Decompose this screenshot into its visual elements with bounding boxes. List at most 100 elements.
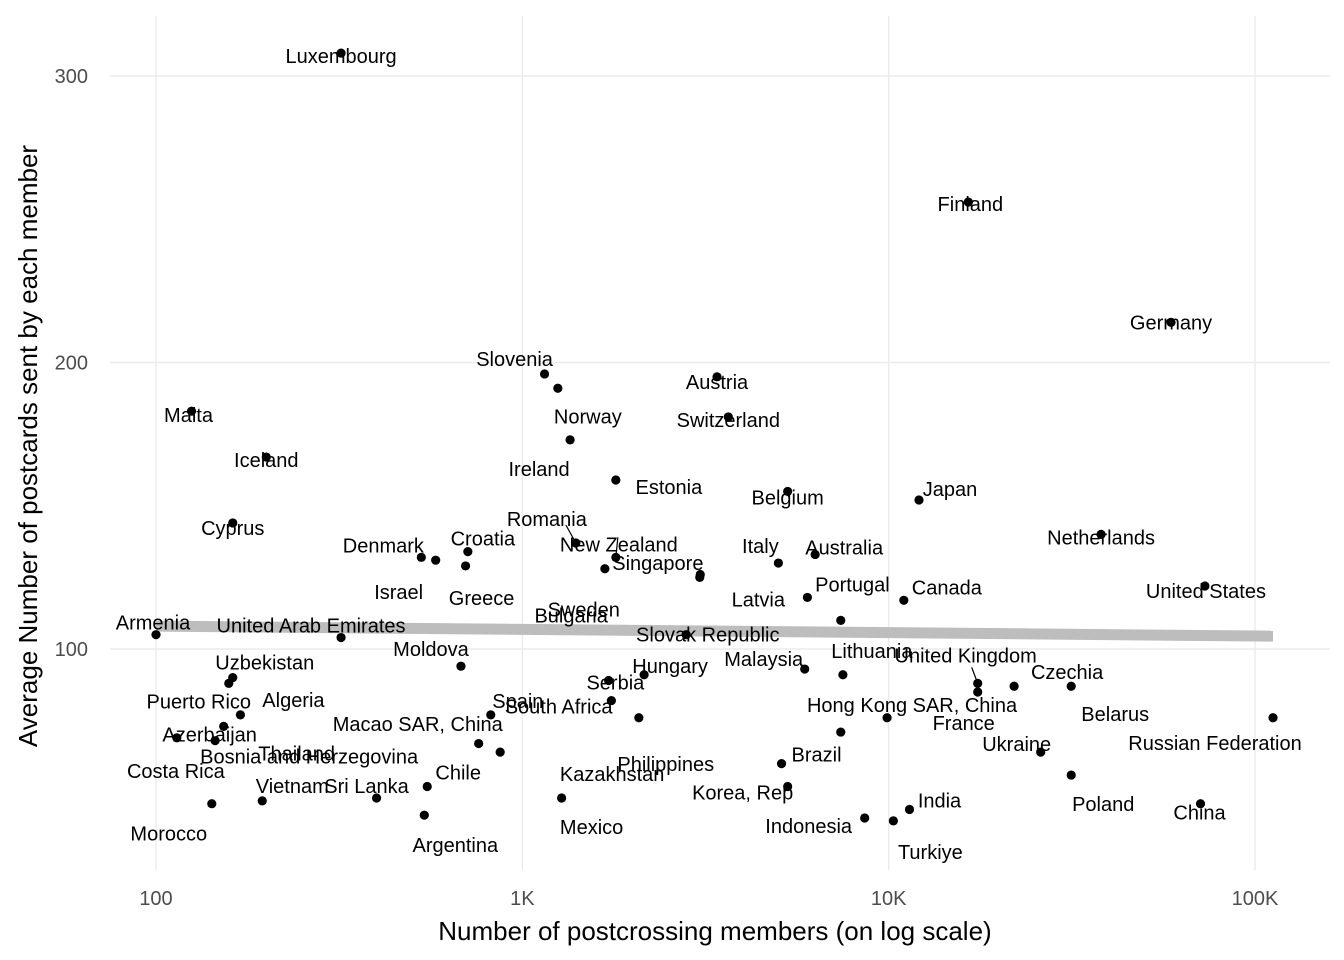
point-belgium xyxy=(783,486,793,497)
point-canada xyxy=(899,595,909,605)
label-morocco: Morocco xyxy=(130,824,207,846)
point-israel xyxy=(431,555,441,565)
point-ireland xyxy=(565,435,575,445)
point-chile xyxy=(422,781,432,792)
point-switzerland xyxy=(723,412,733,422)
point-philippines xyxy=(836,727,846,737)
label-austria: Austria xyxy=(686,372,749,394)
label-ukraine: Ukraine xyxy=(982,734,1051,756)
point-brazil xyxy=(776,759,787,769)
label-korea-rep: Korea, Rep xyxy=(692,783,793,805)
label-poland: Poland xyxy=(1072,794,1134,816)
label-philippines: Philippines xyxy=(617,754,714,776)
y-tick-label: 200 xyxy=(55,353,88,375)
label-united-kingdom: United Kingdom xyxy=(895,645,1037,667)
grid xyxy=(110,16,1330,870)
point-moldova xyxy=(456,661,466,671)
x-tick-label: 10K xyxy=(871,888,907,910)
point-argentina xyxy=(419,810,429,820)
point-japan xyxy=(914,495,924,505)
point-hungary xyxy=(639,670,649,680)
x-tick-label: 1K xyxy=(510,888,535,910)
point-belarus xyxy=(1066,681,1076,691)
label-norway: Norway xyxy=(554,406,622,428)
x-axis-title: Number of postcrossing members (on log s… xyxy=(438,916,991,946)
y-axis-title: Average Number of postcards sent by each… xyxy=(13,145,43,747)
point-algeria xyxy=(235,710,246,720)
label-new-zealand: New Zealand xyxy=(560,534,678,556)
label-belgium: Belgium xyxy=(752,487,824,509)
point-serbia xyxy=(606,695,616,706)
point-portugal xyxy=(802,592,812,603)
label-canada: Canada xyxy=(912,577,983,599)
label-argentina: Argentina xyxy=(412,835,498,857)
point-bosnia-and-herzegovina xyxy=(210,736,220,746)
label-luxembourg: Luxembourg xyxy=(285,46,396,68)
point-czechia xyxy=(1009,681,1019,691)
point-slovak-republic xyxy=(836,615,846,625)
label-denmark: Denmark xyxy=(343,535,425,557)
point-cyprus xyxy=(228,518,238,528)
point-malaysia xyxy=(800,664,810,674)
leader-line-new-zealand xyxy=(615,537,619,558)
point-greece xyxy=(460,561,471,571)
point-singapore xyxy=(600,564,610,574)
label-chile: Chile xyxy=(435,763,481,785)
label-kazakhstan: Kazakhstan xyxy=(560,764,665,786)
point-china xyxy=(1195,799,1206,809)
trend-line-path xyxy=(155,620,1274,642)
label-brazil: Brazil xyxy=(792,745,842,767)
data-points xyxy=(151,48,1278,826)
label-puerto-rico: Puerto Rico xyxy=(147,691,252,713)
label-turkiye: Turkiye xyxy=(898,842,963,864)
point-costa-rica xyxy=(172,733,182,743)
point-spain xyxy=(634,713,644,723)
label-estonia: Estonia xyxy=(635,477,703,499)
point-austria xyxy=(712,372,722,382)
label-vietnam: Vietnam xyxy=(256,776,329,798)
point-sweden xyxy=(695,572,705,582)
label-slovenia: Slovenia xyxy=(476,349,554,371)
point-estonia xyxy=(611,475,621,485)
label-singapore: Singapore xyxy=(612,553,703,575)
label-bosnia-and-herzegovina: Bosnia and Herzegovina xyxy=(200,747,419,769)
label-croatia: Croatia xyxy=(451,529,516,551)
x-tick-label: 100K xyxy=(1232,888,1279,910)
label-netherlands: Netherlands xyxy=(1047,527,1155,549)
label-ireland: Ireland xyxy=(509,459,570,481)
label-thailand: Thailand xyxy=(258,744,335,766)
label-australia: Australia xyxy=(805,537,884,559)
label-sweden: Sweden xyxy=(548,599,620,621)
label-germany: Germany xyxy=(1130,312,1212,334)
point-germany xyxy=(1166,317,1176,327)
point-norway xyxy=(553,383,563,393)
label-portugal: Portugal xyxy=(815,574,890,596)
point-sri-lanka xyxy=(371,793,382,803)
label-belarus: Belarus xyxy=(1081,704,1149,726)
label-uzbekistan: Uzbekistan xyxy=(215,653,314,675)
label-latvia: Latvia xyxy=(732,590,786,612)
point-romania xyxy=(571,538,581,548)
point-turkiye xyxy=(888,816,898,826)
label-czechia: Czechia xyxy=(1031,662,1104,684)
label-bulgaria: Bulgaria xyxy=(534,606,608,628)
label-azerbaijan: Azerbaijan xyxy=(162,724,257,746)
label-hong-kong-sar-china: Hong Kong SAR, China xyxy=(807,695,1018,717)
label-israel: Israel xyxy=(374,582,423,604)
label-slovak-republic: Slovak Republic xyxy=(636,624,779,646)
label-united-states: United States xyxy=(1146,581,1266,603)
point-russian-federation xyxy=(1268,713,1278,723)
label-japan: Japan xyxy=(923,479,978,501)
point-vietnam xyxy=(257,796,267,806)
label-finland: Finland xyxy=(938,194,1004,216)
point-netherlands xyxy=(1096,529,1106,540)
y-tick-label: 300 xyxy=(55,66,88,88)
point-korea-rep xyxy=(783,781,793,792)
point-iceland xyxy=(261,452,271,462)
label-sri-lanka: Sri Lanka xyxy=(324,776,409,798)
point-malta xyxy=(186,406,197,416)
point-poland xyxy=(1066,770,1076,780)
point-finland xyxy=(963,197,973,207)
point-france xyxy=(973,687,983,697)
